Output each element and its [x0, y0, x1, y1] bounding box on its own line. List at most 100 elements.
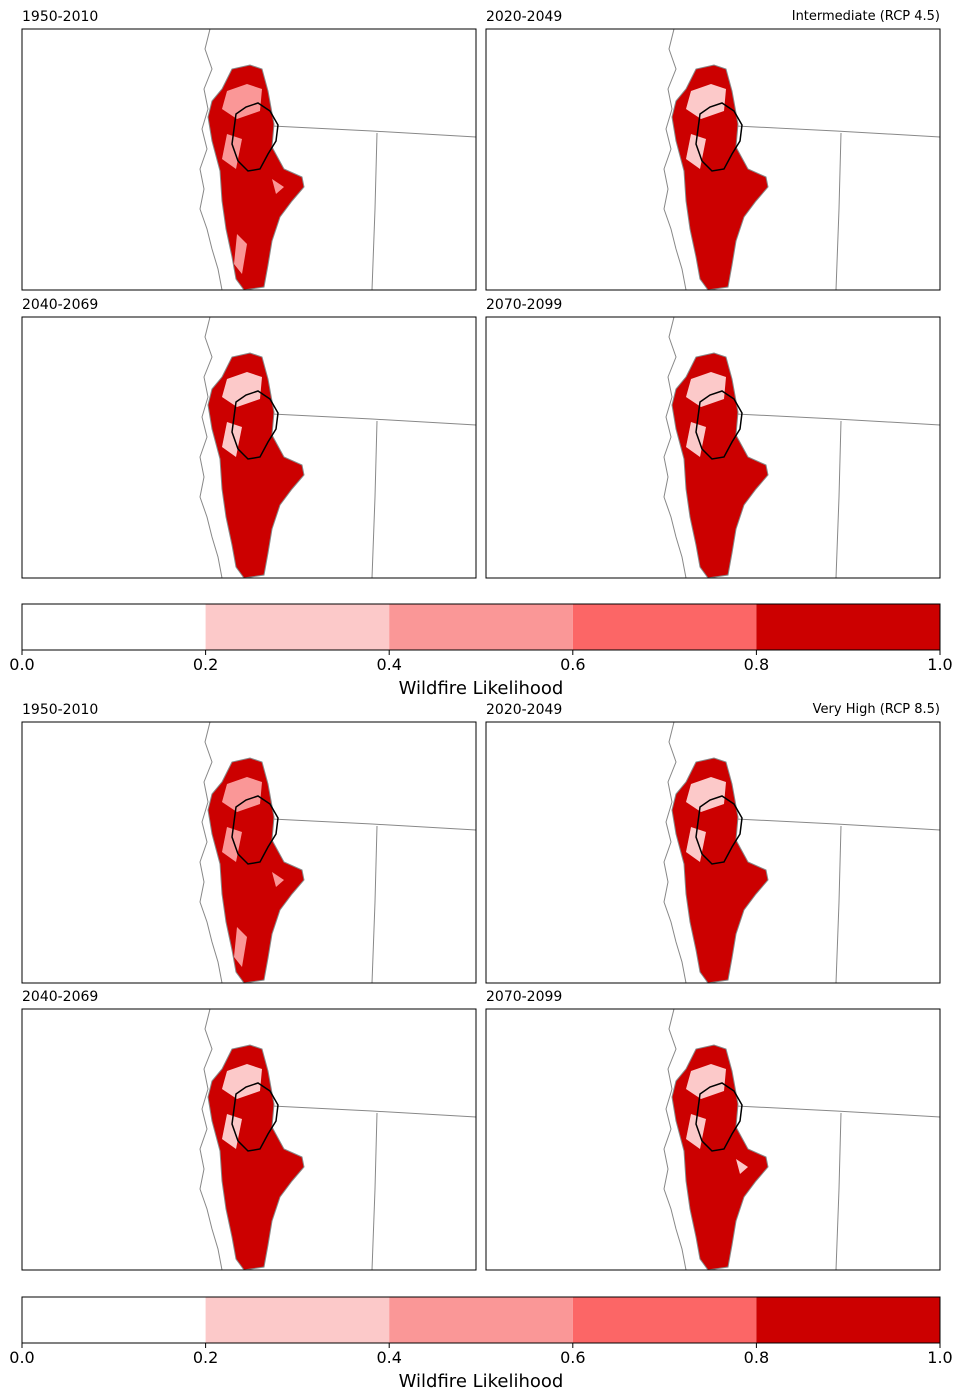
- lower-likelihood-patch: [234, 234, 247, 274]
- map-frame: [21, 721, 477, 984]
- scenario-label: Intermediate (RCP 4.5): [792, 9, 940, 24]
- colorbar-frame: [21, 603, 941, 651]
- coastline: [663, 721, 687, 984]
- watershed-outline: [231, 1082, 279, 1152]
- colorbar-bin: [572, 604, 757, 650]
- coastline: [663, 1008, 687, 1271]
- map-panel: [21, 721, 477, 984]
- state-border: [371, 420, 378, 579]
- state-border: [271, 818, 477, 831]
- colorbar-bin: [572, 1297, 757, 1343]
- state-border: [735, 125, 941, 138]
- panel-title: 2070-2099: [486, 297, 562, 313]
- map-panel: [21, 28, 477, 291]
- colorbar-bin: [22, 604, 206, 650]
- colorbar-tick-label: 0.0: [9, 655, 34, 674]
- colorbar-tick-label: 0.2: [193, 655, 218, 674]
- colorbar-bin: [389, 1297, 573, 1343]
- lower-likelihood-patch: [222, 84, 262, 119]
- coastline: [199, 28, 223, 291]
- watershed-outline: [231, 102, 279, 172]
- colorbar-tick-label: 0.6: [560, 1348, 585, 1367]
- colorbar-label: Wildfire Likelihood: [399, 1371, 564, 1392]
- watershed-outline: [695, 102, 743, 172]
- lower-likelihood-patch: [222, 1064, 262, 1099]
- lower-likelihood-patch: [686, 372, 726, 407]
- colorbar-tick-label: 1.0: [927, 655, 952, 674]
- colorbar-tick-label: 0.8: [744, 655, 769, 674]
- colorbar-tick-label: 0.0: [9, 1348, 34, 1367]
- panel-title: 2040-2069: [22, 989, 98, 1005]
- wildfire-region: [671, 757, 769, 984]
- state-border: [371, 132, 378, 291]
- colorbar-bin: [389, 604, 573, 650]
- colorbar-tick-label: 0.4: [376, 1348, 401, 1367]
- scenario-label: Very High (RCP 8.5): [813, 702, 940, 717]
- colorbar-frame: [21, 1296, 941, 1344]
- lower-likelihood-patch: [272, 179, 284, 194]
- colorbar-label: Wildfire Likelihood: [399, 678, 564, 699]
- wildfire-region: [671, 1044, 769, 1271]
- colorbar-bin: [22, 1297, 206, 1343]
- state-border: [835, 1112, 842, 1271]
- colorbar-tick-label: 1.0: [927, 1348, 952, 1367]
- state-border: [735, 818, 941, 831]
- coastline: [199, 721, 223, 984]
- lower-likelihood-patch: [222, 777, 262, 812]
- state-border: [735, 413, 941, 426]
- wildfire-region: [207, 64, 305, 291]
- map-frame: [485, 721, 941, 984]
- map-frame: [21, 28, 477, 291]
- colorbar-bin: [756, 604, 940, 650]
- state-border: [271, 413, 477, 426]
- map-panel: [485, 316, 941, 579]
- state-border: [271, 125, 477, 138]
- watershed-outline: [231, 795, 279, 865]
- colorbar-bin: [205, 1297, 390, 1343]
- wildfire-region: [207, 352, 305, 579]
- panel-title: 1950-2010: [22, 9, 98, 25]
- map-panel: [485, 721, 941, 984]
- wildfire-region: [671, 64, 769, 291]
- colorbar-tick-label: 0.8: [744, 1348, 769, 1367]
- lower-likelihood-patch: [686, 84, 726, 119]
- colorbar-tick-label: 0.4: [376, 655, 401, 674]
- watershed-outline: [695, 795, 743, 865]
- state-border: [371, 825, 378, 984]
- map-panel: [21, 316, 477, 579]
- map-frame: [21, 1008, 477, 1271]
- colorbar-tick-label: 0.6: [560, 655, 585, 674]
- coastline: [199, 316, 223, 579]
- lower-likelihood-patch: [736, 1159, 748, 1174]
- wildfire-region: [671, 352, 769, 579]
- state-border: [835, 132, 842, 291]
- lower-likelihood-patch: [686, 777, 726, 812]
- lower-likelihood-patch: [272, 872, 284, 887]
- lower-likelihood-patch: [686, 1064, 726, 1099]
- map-panel: [485, 28, 941, 291]
- map-frame: [485, 316, 941, 579]
- coastline: [663, 316, 687, 579]
- state-border: [835, 420, 842, 579]
- lower-likelihood-patch: [234, 927, 247, 967]
- colorbar-tick-label: 0.2: [193, 1348, 218, 1367]
- panel-title: 1950-2010: [22, 702, 98, 718]
- map-frame: [485, 28, 941, 291]
- map-panel: [485, 1008, 941, 1271]
- panel-title: 2020-2049: [486, 702, 562, 718]
- state-border: [735, 1105, 941, 1118]
- watershed-outline: [231, 390, 279, 460]
- wildfire-region: [207, 757, 305, 984]
- panel-title: 2040-2069: [22, 297, 98, 313]
- watershed-outline: [695, 390, 743, 460]
- coastline: [663, 28, 687, 291]
- map-frame: [21, 316, 477, 579]
- map-panel: [21, 1008, 477, 1271]
- panel-title: 2020-2049: [486, 9, 562, 25]
- coastline: [199, 1008, 223, 1271]
- state-border: [271, 1105, 477, 1118]
- lower-likelihood-patch: [222, 372, 262, 407]
- colorbar-bin: [205, 604, 390, 650]
